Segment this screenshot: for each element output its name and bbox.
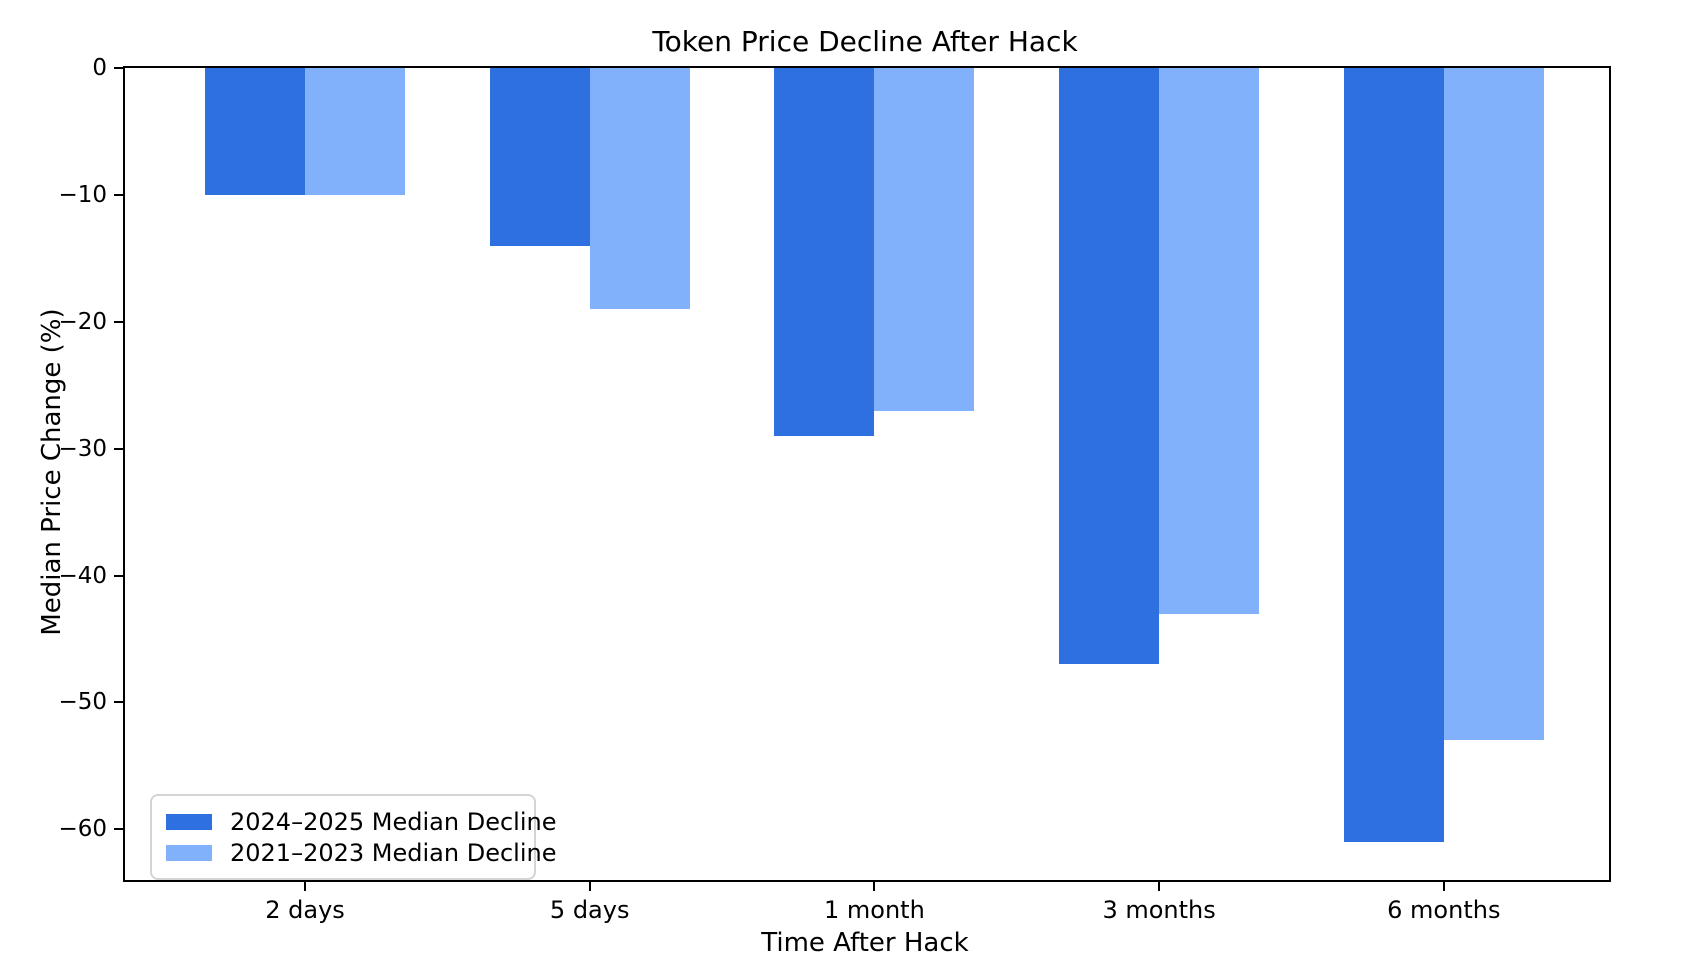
y-tick-mark [114,67,123,69]
legend-label-2024-2025: 2024–2025 Median Decline [230,807,557,836]
legend: 2024–2025 Median Decline 2021–2023 Media… [150,794,556,880]
y-tick-label: −60 [58,816,107,843]
x-axis-label: Time After Hack [761,928,969,958]
bar-2021-2023-1-month [874,68,975,411]
x-tick-label: 5 days [549,896,630,924]
x-tick-label: 6 months [1387,896,1501,924]
legend-label-2021-2023: 2021–2023 Median Decline [230,838,557,867]
y-tick-mark [114,828,123,831]
legend-item: 2021–2023 Median Decline [166,837,556,868]
x-tick-label: 2 days [265,896,345,924]
bar-2024-2025-1-month [774,68,875,436]
y-tick-label: −20 [58,308,107,335]
bar-2021-2023-5-days [589,68,690,310]
plot-area: 0 −10 −20 −30 −40 −50 −60 2 days 5 days 1 month 3… [58,55,1611,924]
x-tick-label: 1 month [823,896,925,924]
x-tick-mark [588,882,591,891]
legend-swatch-2021-2023 [166,844,212,861]
y-tick-label: −30 [58,435,107,462]
y-tick-label: 0 [92,55,107,81]
y-tick-mark [114,574,123,577]
y-tick-mark [114,701,123,704]
y-tick-label: −10 [58,181,107,208]
bar-2024-2025-2-days [205,68,305,195]
x-tick-mark [873,882,876,891]
y-tick-label: −50 [58,689,107,716]
x-tick-label: 3 months [1102,896,1216,924]
x-tick-mark [1158,882,1161,891]
bar-2021-2023-3-months [1159,68,1260,614]
bar-2021-2023-2-days [305,68,405,195]
x-tick-mark [1442,882,1445,891]
chart-title: Token Price Decline After Hack [652,25,1078,58]
bar-2024-2025-5-days [489,68,590,246]
legend-swatch-2024-2025 [166,813,212,830]
bar-2021-2023-6-months [1443,68,1544,741]
y-tick-mark [114,320,123,323]
y-tick-label: −40 [58,562,107,589]
y-tick-mark [114,193,123,196]
bar-2024-2025-3-months [1059,68,1160,665]
x-tick-mark [304,882,306,891]
legend-item: 2024–2025 Median Decline [166,806,556,837]
bar-2024-2025-6-months [1343,68,1444,842]
y-tick-mark [114,447,123,450]
